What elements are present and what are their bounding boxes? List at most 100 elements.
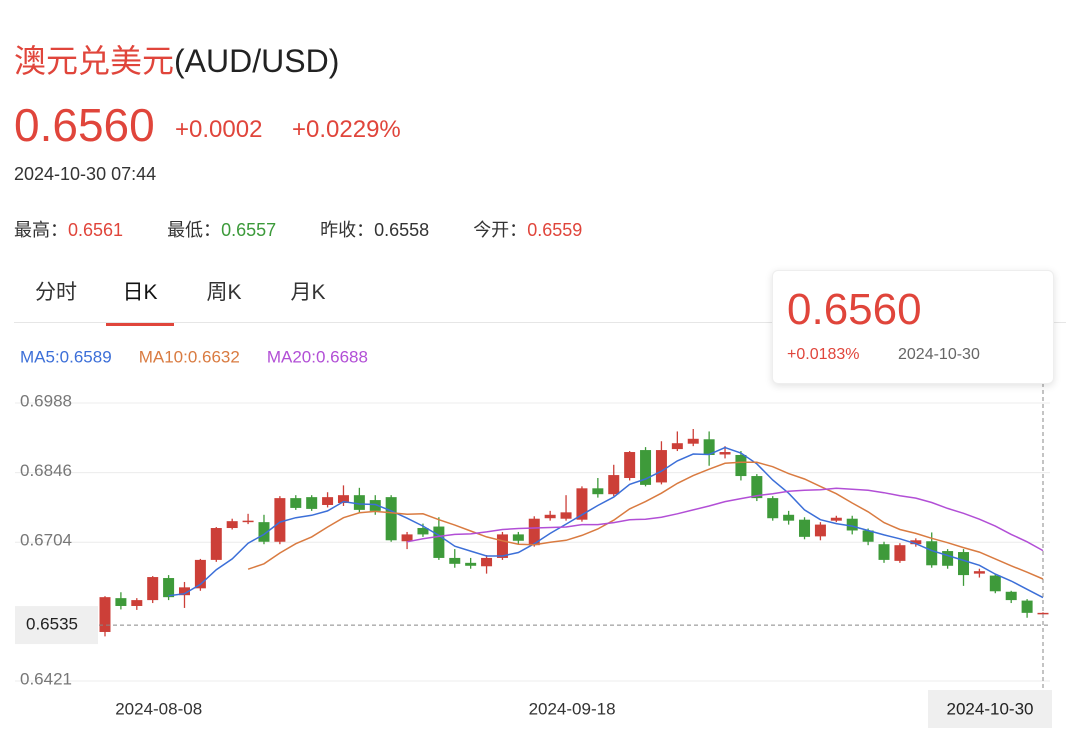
candle — [210, 527, 222, 562]
candle — [910, 538, 922, 547]
tab[interactable]: 周K — [206, 281, 242, 304]
tooltip-price: 0.6560 — [787, 285, 922, 334]
tooltip-change: +0.0183% — [787, 346, 860, 363]
candle-body — [496, 534, 508, 558]
candle-body — [322, 497, 334, 505]
stat-value: 0.6559 — [527, 220, 583, 240]
candle — [576, 486, 588, 522]
candle — [115, 592, 127, 610]
candle — [226, 518, 238, 530]
candle-body — [178, 587, 190, 596]
candle-body — [163, 578, 175, 598]
candle — [878, 541, 890, 563]
candle-body — [1037, 612, 1049, 615]
tab[interactable]: 分时 — [35, 281, 77, 304]
candle-body — [910, 540, 922, 545]
pair-code: (AUD/USD) — [174, 43, 340, 79]
stat-label: 最高： — [14, 220, 68, 240]
stat: 最高：0.6561 — [14, 220, 123, 240]
candle — [353, 487, 365, 513]
candle-body — [958, 552, 970, 576]
candle — [799, 517, 811, 540]
ma-line — [168, 446, 1044, 599]
crosshair-date-box — [928, 690, 1052, 728]
stat: 昨收：0.6558 — [320, 220, 429, 240]
stats: 最高：0.6561 最低：0.6557 昨收：0.6558 今开：0.6559 — [14, 216, 582, 242]
stat: 最低：0.6557 — [167, 220, 276, 240]
candle — [274, 496, 286, 545]
candle-body — [401, 534, 413, 542]
candle — [131, 598, 143, 610]
legend-entry: MA10:0.6632 — [139, 347, 240, 366]
x-tick-label: 2024-09-18 — [529, 699, 616, 718]
crosshair-date: 2024-10-30 — [947, 699, 1034, 718]
tab[interactable]: 日K — [98, 276, 182, 326]
y-tick-label: 0.6421 — [20, 669, 72, 688]
tab[interactable]: 月K — [290, 281, 326, 304]
candle — [783, 510, 795, 525]
x-tick-label: 2024-08-08 — [115, 699, 202, 718]
candle-body — [735, 454, 747, 477]
candle-body — [369, 500, 381, 511]
candle-body — [767, 498, 779, 519]
candle-body — [274, 498, 286, 542]
candle — [640, 447, 652, 487]
candle-body — [512, 534, 524, 541]
candle-body — [671, 443, 683, 450]
crosshair-price-box — [15, 606, 98, 645]
candle-body — [242, 520, 254, 523]
change: +0.0002 — [175, 116, 263, 143]
tabs: 分时 日K 周K 月K — [14, 276, 350, 326]
candle — [322, 492, 334, 508]
candle-body — [862, 530, 874, 542]
candle — [735, 451, 747, 481]
candle-body — [1005, 591, 1017, 601]
candle-body — [99, 597, 111, 632]
candle-body — [449, 557, 461, 564]
candle-body — [210, 528, 222, 560]
candle-body — [894, 545, 906, 561]
candle-body — [608, 475, 620, 495]
candle-body — [655, 450, 667, 483]
candle — [703, 431, 715, 466]
y-tick-label: 0.6988 — [20, 391, 72, 410]
candle — [147, 576, 159, 604]
pair-name: 澳元兑美元 — [14, 43, 175, 79]
candle-body — [258, 522, 270, 542]
candle — [973, 568, 985, 578]
candle — [1037, 612, 1049, 615]
candle-body — [385, 497, 397, 541]
candle-body — [433, 526, 445, 558]
time: 2024-10-30 07:44 — [14, 164, 157, 184]
candle-body — [115, 598, 127, 606]
candle-body — [481, 557, 493, 567]
tooltip-date: 2024-10-30 — [898, 346, 980, 363]
candle — [671, 431, 683, 452]
candle-body — [942, 551, 954, 566]
candle-body — [194, 559, 206, 589]
candle-body — [783, 514, 795, 521]
candle — [958, 549, 970, 586]
ma-line — [406, 487, 1044, 552]
candle-body — [465, 562, 477, 566]
candle — [751, 474, 763, 502]
candle-body — [560, 512, 572, 519]
stat-value: 0.6561 — [68, 220, 124, 240]
candle-body — [576, 488, 588, 520]
legend-entry: MA5:0.6589 — [20, 347, 112, 366]
candle-body — [624, 452, 636, 479]
y-tick-label: 0.6846 — [20, 461, 72, 480]
crosshair-price: 0.6535 — [26, 615, 78, 634]
stat-value: 0.6557 — [221, 220, 277, 240]
price: 0.6560 — [14, 99, 155, 151]
candle-body — [989, 575, 1001, 592]
candle — [512, 531, 524, 545]
candle — [433, 517, 445, 560]
candle-body — [799, 519, 811, 537]
candle — [242, 513, 254, 525]
candle-body — [131, 600, 143, 606]
tab-underline — [106, 323, 174, 326]
stat-label: 今开： — [473, 220, 528, 240]
